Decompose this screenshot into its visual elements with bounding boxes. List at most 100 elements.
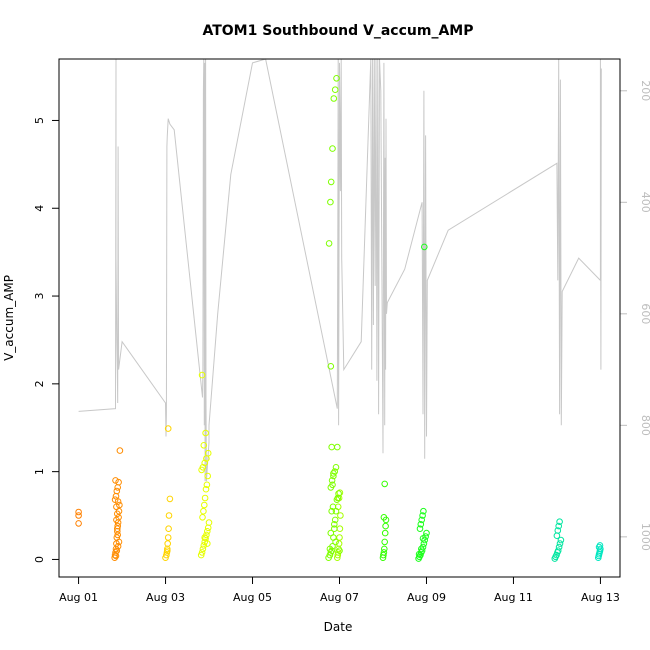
scatter-point (419, 535, 427, 542)
scatter-point (333, 75, 340, 82)
scatter-point (112, 492, 120, 500)
scatter-point (201, 494, 209, 502)
overlay-trace-layer (78, 58, 602, 482)
scatter-point (203, 481, 211, 489)
scatter-point (415, 550, 423, 558)
scatter-point (330, 95, 338, 102)
x-tick-label: Aug 13 (581, 591, 620, 604)
scatter-points-layer (75, 75, 604, 562)
right-tick-label: 200 (639, 80, 650, 101)
scatter-point (202, 429, 209, 437)
scatter-point (204, 472, 211, 480)
scatter-point (111, 551, 119, 559)
scatter-point (164, 547, 171, 555)
scatter-point (418, 545, 425, 553)
scatter-point (417, 551, 424, 559)
scatter-point (199, 514, 206, 521)
scatter-point (331, 525, 338, 533)
scatter-point (331, 468, 339, 475)
scatter-point (556, 540, 564, 547)
overlay-trace-line (78, 58, 602, 482)
scatter-point (197, 551, 205, 559)
scatter-point (596, 542, 604, 549)
scatter-point (114, 522, 121, 530)
scatter-point (326, 551, 334, 559)
scatter-point (334, 443, 341, 451)
scatter-point (114, 484, 121, 491)
scatter-point (556, 518, 563, 526)
scatter-point (114, 543, 122, 550)
scatter-point (380, 549, 388, 556)
scatter-point (165, 525, 172, 533)
scatter-point (423, 529, 430, 537)
scatter-point (75, 520, 82, 527)
scatter-point (330, 472, 337, 480)
y-tick-label: 2 (33, 380, 46, 387)
scatter-point (164, 540, 171, 547)
scatter-point (420, 507, 427, 515)
x-tick-label: Aug 05 (233, 591, 272, 604)
scatter-point (417, 521, 425, 528)
scatter-point (201, 459, 208, 467)
right-tick-label: 600 (639, 303, 650, 324)
scatter-point (334, 551, 342, 559)
x-tick-label: Aug 07 (320, 591, 359, 604)
scatter-point (557, 536, 565, 544)
scatter-point (113, 547, 121, 555)
scatter-point (332, 464, 340, 471)
scatter-point (554, 547, 562, 555)
y-tick-label: 3 (33, 293, 46, 300)
scatter-point (327, 198, 334, 206)
scatter-point (163, 551, 170, 559)
scatter-point (114, 498, 122, 505)
scatter-point (554, 527, 562, 534)
scatter-point (329, 503, 337, 511)
y-tick-label: 4 (33, 205, 46, 212)
y-tick-label: 1 (33, 468, 46, 475)
scatter-point (328, 477, 336, 484)
scatter-point (332, 538, 339, 546)
scatter-point (380, 514, 388, 521)
scatter-point (201, 534, 208, 541)
scatter-point (327, 178, 335, 186)
scatter-point (380, 551, 387, 559)
scatter-point (164, 534, 172, 541)
scatter-point (199, 464, 207, 471)
scatter-point (112, 549, 119, 556)
scatter-point (335, 490, 342, 497)
scatter-point (334, 549, 342, 556)
scatter-point (75, 508, 82, 516)
scatter-point (327, 363, 335, 370)
scatter-point (204, 449, 212, 457)
y-tick-label: 5 (33, 117, 46, 124)
scatter-point (202, 485, 210, 493)
scatter-point (334, 494, 342, 502)
right-tick-label: 400 (639, 192, 650, 213)
scatter-point (335, 540, 343, 547)
scatter-point (381, 529, 389, 537)
scatter-point (327, 529, 335, 537)
y-tick-label: 0 (33, 556, 46, 563)
scatter-point (553, 532, 561, 540)
scatter-point (421, 243, 428, 251)
scatter-point (166, 495, 174, 503)
scatter-point (555, 543, 563, 551)
scatter-point (421, 536, 429, 544)
scatter-point (331, 86, 339, 93)
scatter-point (201, 501, 208, 509)
scatter-point (328, 547, 336, 555)
scatter-point (326, 545, 334, 553)
scatter-point (419, 512, 426, 519)
y-axis-label: V_accum_AMP (2, 275, 16, 361)
scatter-point (200, 542, 208, 549)
scatter-point (205, 519, 213, 526)
scatter-point (416, 525, 424, 533)
scatter-point (330, 470, 337, 477)
x-tick-label: Aug 01 (59, 591, 98, 604)
scatter-point (114, 510, 121, 518)
scatter-point (331, 521, 338, 528)
scatter-point (555, 522, 563, 530)
scatter-point (112, 477, 119, 484)
scatter-point (199, 545, 207, 553)
scatter-point (165, 512, 173, 519)
